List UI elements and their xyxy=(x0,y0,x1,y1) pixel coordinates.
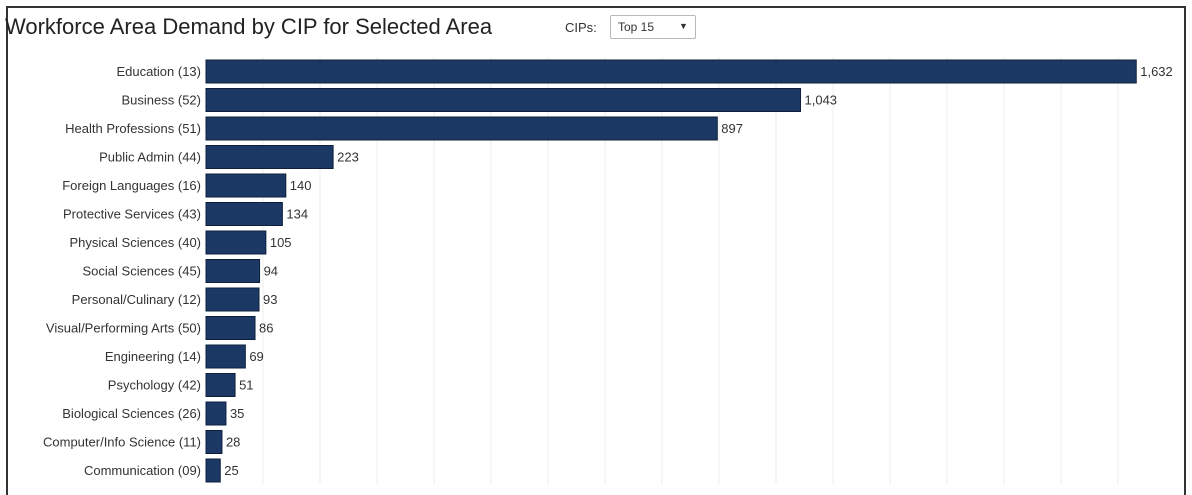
bar[interactable] xyxy=(205,145,334,169)
bar[interactable] xyxy=(205,202,283,226)
chevron-down-icon: ▼ xyxy=(679,21,688,31)
bar[interactable] xyxy=(205,116,718,141)
bar[interactable] xyxy=(205,373,236,397)
data-label: 35 xyxy=(230,406,244,421)
grid-lines xyxy=(262,57,1119,484)
category-label: Physical Sciences (40) xyxy=(70,235,202,250)
bar[interactable] xyxy=(205,59,1137,84)
data-label: 51 xyxy=(239,378,253,393)
bar[interactable] xyxy=(205,259,261,283)
bar[interactable] xyxy=(205,401,227,426)
category-label: Computer/Info Science (11) xyxy=(43,435,201,450)
category-label: Engineering (14) xyxy=(105,349,201,364)
data-label: 1,043 xyxy=(805,93,838,108)
category-label: Business (52) xyxy=(122,93,201,108)
category-label: Biological Sciences (26) xyxy=(62,406,201,421)
data-label: 69 xyxy=(249,349,263,364)
data-label: 134 xyxy=(286,207,308,222)
bar[interactable] xyxy=(205,430,223,454)
category-label: Visual/Performing Arts (50) xyxy=(46,321,201,336)
category-label: Communication (09) xyxy=(84,463,201,478)
category-label: Personal/Culinary (12) xyxy=(72,292,201,307)
bar[interactable] xyxy=(205,88,802,112)
data-label: 897 xyxy=(721,121,743,136)
data-label: 105 xyxy=(270,235,292,250)
value-labels: 1,632 1,043 897 223 140 134 105 94 93 86 69 51 35 28 2… xyxy=(224,64,1173,478)
category-label: Public Admin (44) xyxy=(99,150,201,165)
category-labels: Education (13) Business (52) Health Profes… xyxy=(43,64,201,478)
category-label: Protective Services (43) xyxy=(63,207,201,222)
data-label: 25 xyxy=(224,463,238,478)
cips-selected-value: Top 15 xyxy=(618,20,655,34)
category-label: Health Professions (51) xyxy=(65,121,201,136)
bar[interactable] xyxy=(205,287,260,312)
bar[interactable] xyxy=(205,344,246,369)
cips-label: CIPs: xyxy=(565,20,597,35)
bar[interactable] xyxy=(205,230,267,255)
bar[interactable] xyxy=(205,458,221,483)
chart-title: Workforce Area Demand by CIP for Selecte… xyxy=(5,14,493,39)
category-label: Education (13) xyxy=(116,64,201,79)
chart-panel xyxy=(6,6,1186,495)
data-label: 86 xyxy=(259,321,273,336)
category-label: Psychology (42) xyxy=(108,378,201,393)
data-label: 223 xyxy=(337,150,359,165)
category-label: Social Sciences (45) xyxy=(83,264,202,279)
bars xyxy=(205,59,1137,483)
data-label: 28 xyxy=(226,435,240,450)
data-label: 94 xyxy=(264,264,278,279)
data-label: 93 xyxy=(263,292,277,307)
data-label: 1,632 xyxy=(1140,64,1173,79)
data-label: 140 xyxy=(290,178,312,193)
category-label: Foreign Languages (16) xyxy=(62,178,201,193)
bar[interactable] xyxy=(205,316,256,340)
cips-dropdown[interactable]: Top 15 ▼ xyxy=(610,15,696,39)
bar[interactable] xyxy=(205,173,287,198)
